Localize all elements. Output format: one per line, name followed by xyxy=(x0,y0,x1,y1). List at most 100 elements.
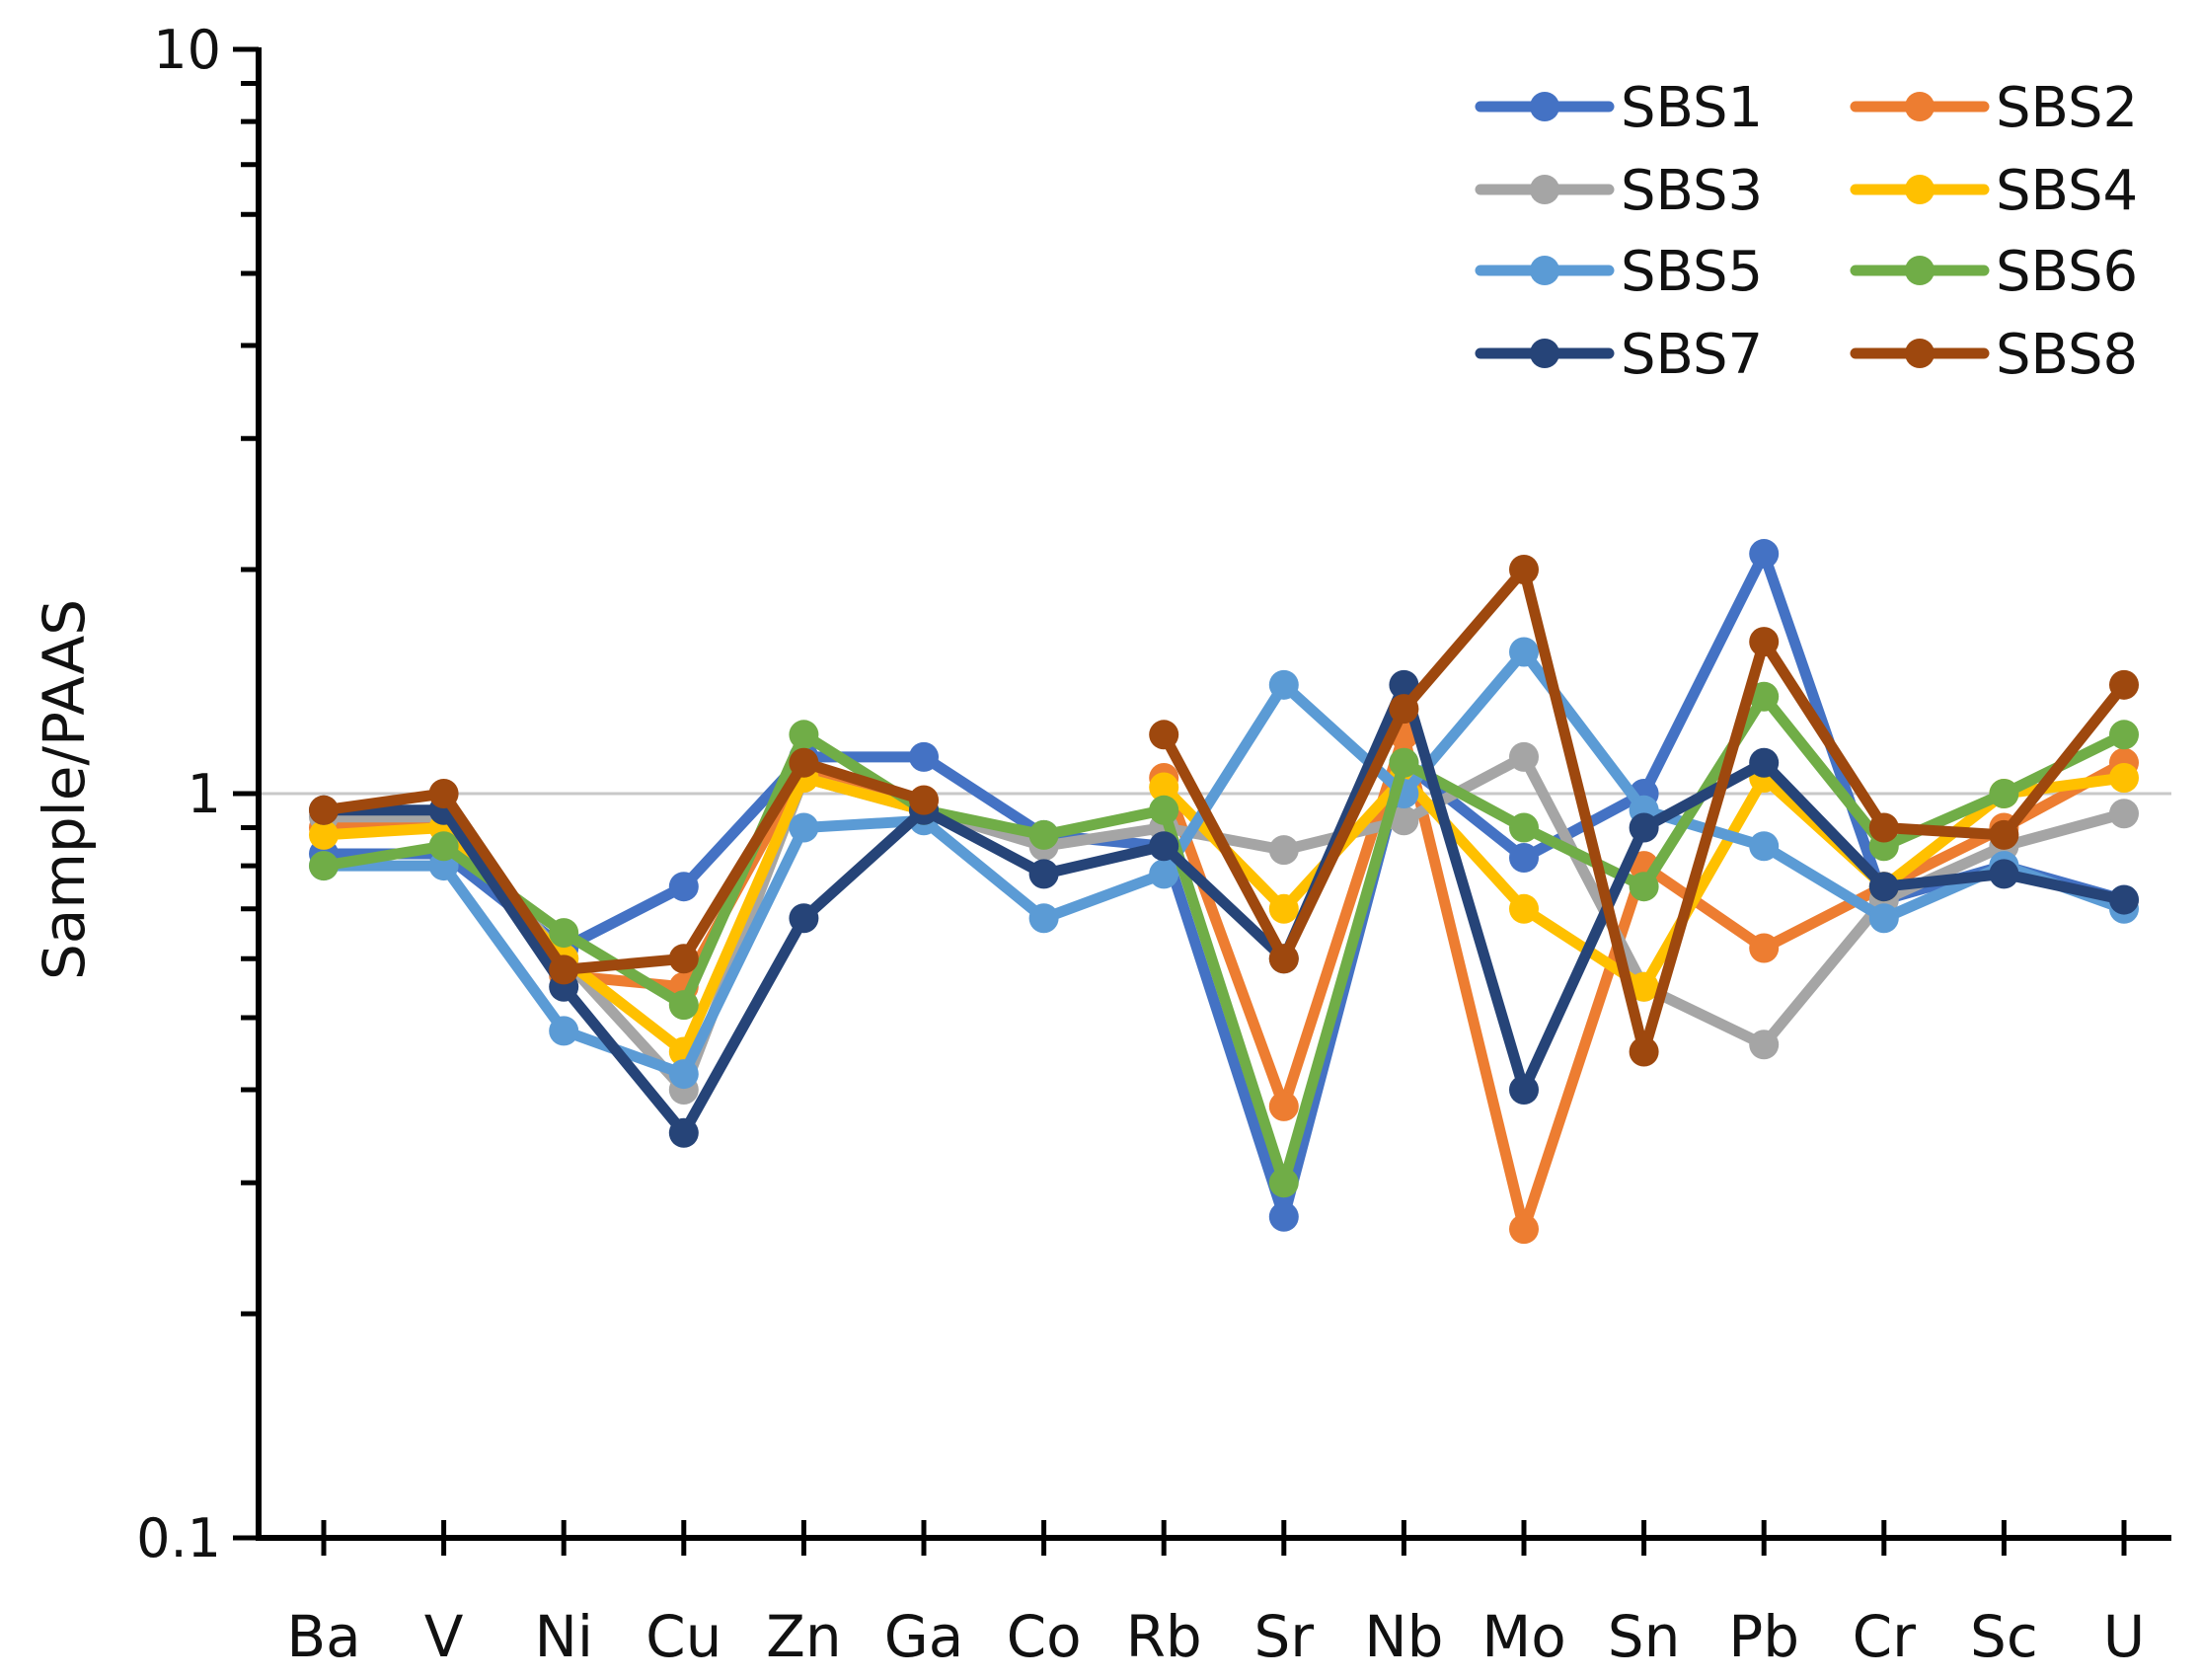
legend-label: SBS3 xyxy=(1621,159,1763,223)
x-tick-label: Ni xyxy=(534,1603,593,1670)
data-point xyxy=(789,747,819,778)
data-point xyxy=(1749,539,1780,570)
data-point xyxy=(1268,1091,1299,1121)
y-tick-label: 10 xyxy=(153,19,221,81)
data-point xyxy=(1509,893,1539,924)
legend-marker xyxy=(1530,339,1559,368)
data-point xyxy=(309,795,339,825)
series-line xyxy=(318,772,930,1057)
legend-item-SBS3: SBS3 xyxy=(1475,159,1763,223)
data-point xyxy=(909,741,939,772)
data-point xyxy=(1989,819,2019,850)
data-point xyxy=(1629,812,1659,843)
legend-item-SBS6: SBS6 xyxy=(1850,240,2138,304)
legend-item-SBS5: SBS5 xyxy=(1475,240,1763,304)
x-tick-label: Nb xyxy=(1364,1603,1443,1670)
legend-item-SBS4: SBS4 xyxy=(1850,159,2138,223)
data-point xyxy=(1149,720,1179,750)
legend-item-SBS2: SBS2 xyxy=(1850,76,2138,140)
legend-label: SBS6 xyxy=(1996,240,2138,304)
data-point xyxy=(2109,799,2139,829)
legend: SBS1 SBS2 SBS3 SBS4 SBS5 SBS6 SBS7 SBS8 xyxy=(1475,76,2138,387)
data-point xyxy=(668,990,699,1021)
data-point xyxy=(549,955,579,985)
data-point xyxy=(1028,819,1059,850)
data-point xyxy=(1749,627,1780,657)
data-point xyxy=(1749,681,1780,712)
legend-marker xyxy=(1905,175,1935,204)
y-tick-label: 0.1 xyxy=(136,1507,221,1569)
legend-marker xyxy=(1905,256,1935,285)
data-point xyxy=(1268,669,1299,700)
data-point xyxy=(789,812,819,843)
data-point xyxy=(1749,933,1780,963)
x-tick-label: Sc xyxy=(1970,1603,2038,1670)
data-point xyxy=(1149,795,1179,825)
y-axis-label: Sample/PAAS xyxy=(31,599,98,980)
data-point xyxy=(1749,831,1780,862)
data-point xyxy=(1509,741,1539,772)
x-tick-label: Ba xyxy=(286,1603,360,1670)
data-point xyxy=(1509,1214,1539,1245)
x-tick-label: Cr xyxy=(1853,1603,1916,1670)
legend-marker xyxy=(1905,92,1935,121)
data-point xyxy=(1389,805,1419,836)
data-point xyxy=(428,779,459,808)
series-layer xyxy=(309,539,2139,1245)
series-line xyxy=(318,679,2130,1139)
legend-label: SBS5 xyxy=(1621,240,1763,304)
legend-marker xyxy=(1530,92,1559,121)
data-point xyxy=(789,720,819,750)
data-point xyxy=(1268,944,1299,974)
series-line xyxy=(318,548,2130,1223)
data-point xyxy=(1509,637,1539,667)
data-point xyxy=(1749,747,1780,778)
data-point xyxy=(1509,555,1539,585)
x-tick-label: Mo xyxy=(1481,1603,1566,1670)
x-tick-label: Sr xyxy=(1253,1603,1314,1670)
legend-label: SBS7 xyxy=(1621,323,1763,387)
data-point xyxy=(1868,872,1899,902)
legend-marker xyxy=(1905,339,1935,368)
data-point xyxy=(668,1059,699,1090)
data-point xyxy=(668,1117,699,1148)
data-point xyxy=(668,944,699,974)
legend-label: SBS2 xyxy=(1996,76,2138,140)
x-tick-label: U xyxy=(2103,1603,2145,1670)
x-tick-label: Sn xyxy=(1608,1603,1681,1670)
data-point xyxy=(1989,859,2019,889)
series-line xyxy=(318,757,930,975)
data-point xyxy=(1149,831,1179,862)
data-point xyxy=(1028,903,1059,934)
x-tick-label: Pb xyxy=(1728,1603,1799,1670)
data-point xyxy=(1868,812,1899,843)
data-point xyxy=(1389,747,1419,778)
x-tick-label: Rb xyxy=(1126,1603,1202,1670)
data-point xyxy=(1268,893,1299,924)
x-tick-label: Zn xyxy=(766,1603,842,1670)
data-point xyxy=(1629,1036,1659,1067)
data-point xyxy=(309,851,339,881)
x-tick-label: Ga xyxy=(884,1603,964,1670)
data-point xyxy=(2109,763,2139,794)
data-point xyxy=(2109,669,2139,700)
data-point xyxy=(549,1016,579,1046)
data-point xyxy=(1629,872,1659,902)
x-tick-label: V xyxy=(424,1603,464,1670)
series-SBS8 xyxy=(309,555,2139,1067)
data-point xyxy=(1268,1168,1299,1198)
data-point xyxy=(1389,694,1419,725)
data-point xyxy=(909,785,939,815)
data-point xyxy=(1509,812,1539,843)
data-point xyxy=(668,872,699,902)
data-point xyxy=(1149,772,1179,802)
data-point xyxy=(1509,842,1539,873)
legend-item-SBS8: SBS8 xyxy=(1850,323,2138,387)
data-point xyxy=(1868,903,1899,934)
legend-item-SBS7: SBS7 xyxy=(1475,323,1763,387)
legend-label: SBS4 xyxy=(1996,159,2138,223)
data-point xyxy=(1509,1075,1539,1106)
data-point xyxy=(428,831,459,862)
legend-item-SBS1: SBS1 xyxy=(1475,76,1763,140)
